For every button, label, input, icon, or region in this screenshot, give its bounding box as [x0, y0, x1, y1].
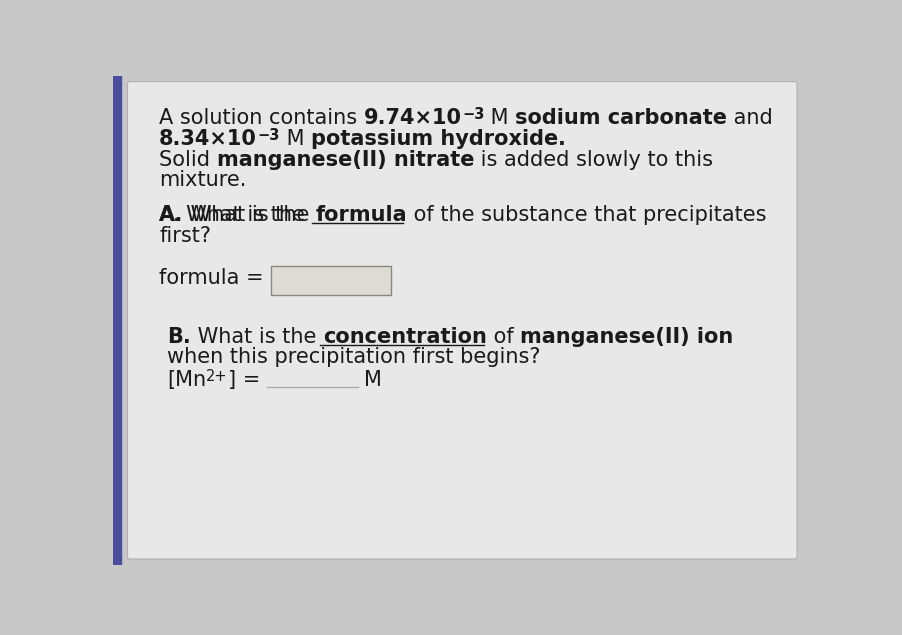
Text: A. What is the: A. What is the — [160, 205, 312, 225]
Text: mixture.: mixture. — [160, 170, 246, 190]
Text: What is the: What is the — [190, 326, 323, 347]
Text: A solution contains: A solution contains — [160, 108, 364, 128]
FancyBboxPatch shape — [127, 81, 797, 559]
Text: formula =: formula = — [160, 268, 271, 288]
Text: M: M — [484, 108, 516, 128]
Bar — [113, 76, 121, 565]
Text: 8.34×10: 8.34×10 — [160, 129, 257, 149]
FancyBboxPatch shape — [271, 265, 391, 295]
Text: manganese(II) nitrate: manganese(II) nitrate — [216, 149, 474, 170]
Text: M: M — [280, 129, 310, 149]
Text: first?: first? — [160, 226, 211, 246]
Text: M: M — [364, 370, 382, 390]
Text: .: . — [557, 129, 566, 149]
Text: 9.74×10: 9.74×10 — [364, 108, 462, 128]
Text: formula =: formula = — [160, 268, 271, 288]
Text: is added slowly to this: is added slowly to this — [474, 149, 713, 170]
Text: formula: formula — [312, 205, 403, 225]
Text: −3: −3 — [257, 128, 280, 143]
Text: sodium carbonate: sodium carbonate — [516, 108, 728, 128]
Text: formula: formula — [316, 205, 407, 225]
Text: [Mn: [Mn — [167, 370, 207, 390]
Text: −3: −3 — [462, 107, 484, 123]
Text: potassium hydroxide: potassium hydroxide — [310, 129, 557, 149]
Text: when this precipitation first begins?: when this precipitation first begins? — [167, 347, 540, 368]
Text: of: of — [486, 326, 520, 347]
Text: and: and — [728, 108, 773, 128]
Text: What is the: What is the — [184, 205, 316, 225]
Text: A.: A. — [160, 205, 184, 225]
Text: 2+: 2+ — [207, 369, 227, 384]
Text: B.: B. — [167, 326, 190, 347]
Text: Solid: Solid — [160, 149, 216, 170]
Text: B. What is the: B. What is the — [167, 326, 320, 347]
Text: concentration: concentration — [323, 326, 486, 347]
Text: of the substance that precipitates: of the substance that precipitates — [407, 205, 767, 225]
Text: concentration: concentration — [320, 326, 483, 347]
Text: manganese(II) ion: manganese(II) ion — [520, 326, 733, 347]
Text: A. What is the: A. What is the — [160, 205, 312, 225]
Text: ] =: ] = — [227, 370, 267, 390]
